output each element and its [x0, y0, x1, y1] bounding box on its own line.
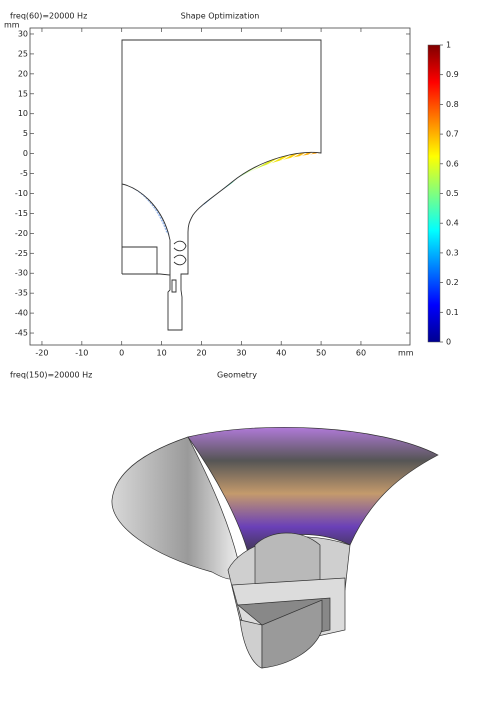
y-axis-unit: mm: [4, 21, 20, 30]
y-tick-label: -5: [20, 169, 28, 178]
y-tick-label: 5: [23, 129, 28, 138]
plot-title: Geometry: [217, 371, 257, 380]
plot-frame: [29, 27, 411, 346]
y-tick-label: 30: [18, 29, 28, 38]
colorbar-tick-label: 0.1: [446, 308, 459, 317]
plot-subtitle: freq(150)=20000 Hz: [10, 371, 92, 380]
y-tick-label: 20: [18, 69, 28, 78]
colorbar-tick-label: 0.2: [446, 278, 459, 287]
y-tick-label: -15: [15, 209, 28, 218]
x-tick-label: 0: [119, 349, 124, 358]
x-tick-label: -20: [35, 349, 48, 358]
y-tick-label: -45: [15, 329, 28, 338]
colorbar: [427, 44, 441, 343]
y-tick-label: -20: [15, 229, 28, 238]
plot-subtitle: freq(60)=20000 Hz: [10, 12, 87, 21]
y-tick-label: -30: [15, 269, 28, 278]
y-tick-label: -40: [15, 309, 28, 318]
colorbar-tick-label: 0.4: [446, 219, 459, 228]
x-tick-label: 20: [196, 349, 206, 358]
x-tick-label: 10: [156, 349, 166, 358]
colorbar-tick-label: 0.9: [446, 70, 459, 79]
y-tick-label: -35: [15, 289, 28, 298]
x-tick-label: 60: [356, 349, 366, 358]
colorbar-tick-label: 0.3: [446, 248, 459, 257]
y-tick-label: 25: [18, 49, 28, 58]
geometry-3d: [111, 427, 439, 669]
y-tick-label: -10: [15, 189, 28, 198]
y-tick-label: 15: [18, 89, 28, 98]
x-tick-label: -10: [75, 349, 88, 358]
y-tick-label: 0: [23, 149, 28, 158]
colorbar-tick-label: 0.5: [446, 189, 459, 198]
shape-bands: [122, 152, 321, 236]
y-tick-label: 10: [18, 109, 28, 118]
x-tick-label: 50: [316, 349, 326, 358]
colorbar-tick-label: 0: [446, 338, 451, 347]
colorbar-tick-label: 0.6: [446, 159, 459, 168]
x-tick-label: 30: [236, 349, 246, 358]
x-tick-label: 40: [276, 349, 286, 358]
colorbar-tick-label: 1: [446, 41, 451, 50]
x-axis-unit: mm: [398, 349, 414, 358]
colorbar-tick-label: 0.8: [446, 100, 459, 109]
plot-title: Shape Optimization: [181, 12, 260, 21]
y-tick-label: -25: [15, 249, 28, 258]
geometry-outline: [121, 39, 322, 331]
colorbar-tick-label: 0.7: [446, 130, 459, 139]
